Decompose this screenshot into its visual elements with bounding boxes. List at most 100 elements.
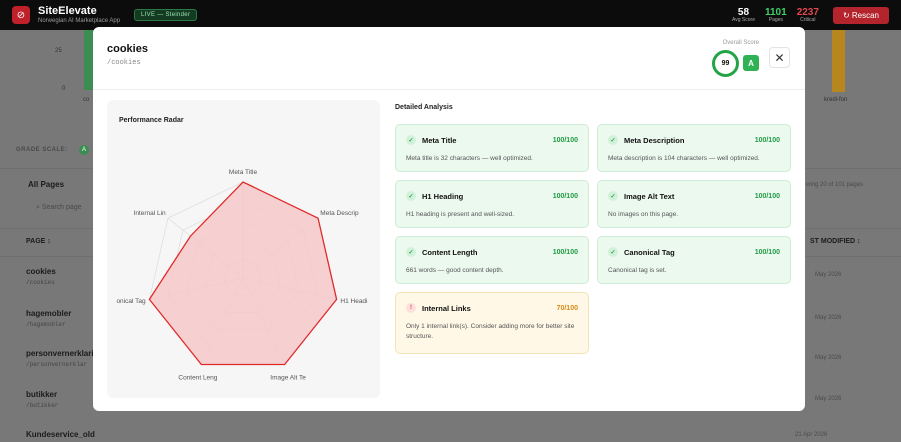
check-score: 100/100 [552, 248, 578, 256]
radar-axis-label: Meta Descrip [320, 210, 359, 217]
search-icon: ⌕ [36, 204, 42, 211]
overall-score-value: 99 [721, 60, 730, 67]
check-icon: ✓ [608, 247, 618, 257]
column-header-modified[interactable]: ST MODIFIED ↕ [810, 238, 861, 245]
pagination-summary: wing 20 of 101 pages [806, 182, 864, 188]
radar-series-area [148, 181, 338, 366]
rescan-button[interactable]: ↻ Rescan [832, 6, 889, 24]
row-page-name: hagemobler [26, 309, 72, 318]
column-header-page[interactable]: PAGE ↕ [26, 238, 51, 245]
live-status-badge: LIVE — Steinder [134, 9, 198, 21]
overall-score-label: Overall Score [722, 40, 759, 46]
check-card-content-length: ✓ Content Length 100/100 661 words — good … [395, 236, 589, 284]
app-topbar: ⊘ SiteElevate Norwegian AI Marketplace A… [0, 0, 901, 30]
check-title: H1 Heading [422, 191, 464, 201]
check-title: Meta Description [624, 135, 685, 145]
grade-badge: A [743, 55, 759, 71]
all-pages-title: All Pages [28, 180, 65, 189]
check-description: No images on this page. [608, 211, 679, 218]
check-title: Image Alt Text [624, 191, 675, 201]
check-icon: ✓ [406, 191, 416, 201]
check-title: Canonical Tag [624, 247, 675, 257]
check-description: Meta description is 104 characters — wel… [608, 155, 760, 162]
row-page-path: /butikker [26, 402, 59, 409]
check-score: 100/100 [754, 248, 780, 256]
detailed-analysis-title: Detailed Analysis [395, 104, 453, 111]
app-subtitle: Norwegian AI Marketplace App [38, 17, 121, 24]
grade-scale-label: GRADE SCALE: [16, 147, 68, 153]
stat-critical: 2237 Critical [796, 6, 819, 23]
overall-score-ring: 99 [712, 50, 739, 77]
row-date: 21 Apr 2026 [795, 432, 828, 438]
check-description: Canonical tag is set. [608, 267, 667, 274]
check-description: Meta title is 32 characters — well optim… [406, 155, 533, 162]
refresh-icon: ↻ [842, 10, 850, 20]
modal-header: cookies /cookies Overall Score 99 A ✕ [93, 27, 805, 90]
row-page-name: butikker [26, 390, 58, 399]
row-page-path: /cookies [26, 279, 55, 286]
check-description: 661 words — good content depth. [406, 267, 504, 274]
stat-pages: 1101 Pages [764, 6, 787, 23]
rescan-label: Rescan [851, 10, 879, 20]
grade-scale-a: A [79, 145, 89, 155]
row-date: May 2026 [815, 272, 842, 278]
radar-axis-label: Content Leng [178, 375, 217, 382]
check-description: Only 1 internal link(s). Consider adding… [406, 323, 575, 341]
check-card-meta-title: ✓ Meta Title 100/100 Meta title is 32 char… [395, 124, 589, 172]
close-icon: ✕ [774, 50, 785, 65]
check-title: Content Length [422, 247, 478, 257]
search-input[interactable]: ⌕ Search page [36, 204, 82, 212]
stat-label: Critical [800, 16, 816, 23]
stat-value: 2237 [796, 6, 819, 18]
check-score: 70/100 [556, 304, 578, 312]
stat-value: 1101 [764, 6, 787, 18]
check-description: H1 heading is present and well-sized. [406, 211, 515, 218]
stat-value: 58 [737, 6, 750, 18]
row-page-path: /hagemobler [26, 321, 66, 328]
page-detail-modal: cookies /cookies Overall Score 99 A ✕ Pe… [93, 27, 805, 411]
stat-avg-score: 58 Avg Score [732, 6, 755, 23]
modal-body: Performance Radar Meta Title Meta Descrip… [93, 90, 805, 411]
check-title: Meta Title [422, 135, 457, 145]
radar-panel: Performance Radar Meta Title Meta Descrip… [107, 100, 380, 398]
chart-bar [832, 30, 845, 92]
check-icon: ✓ [406, 135, 416, 145]
row-date: May 2026 [815, 355, 842, 361]
check-icon: ✓ [608, 135, 618, 145]
axis-tick-25: 25 [55, 48, 62, 54]
warning-icon: ! [406, 303, 416, 313]
check-score: 100/100 [754, 136, 780, 144]
radar-chart: Meta Title Meta Descrip H1 Headi Image Alt … [116, 169, 367, 382]
chart-right-label: kredi-fon [824, 97, 848, 103]
check-icon: ✓ [608, 191, 618, 201]
check-score: 100/100 [552, 136, 578, 144]
row-page-name: personvernerklari [26, 349, 94, 358]
check-card-h1-heading: ✓ H1 Heading 100/100 H1 heading is present… [395, 180, 589, 228]
check-title: Internal Links [422, 303, 471, 313]
brand: SiteElevate Norwegian AI Marketplace App [38, 6, 120, 24]
chart-left-label: co [83, 97, 90, 103]
row-page-name: Kundeservice_old [26, 430, 95, 439]
check-card-internal-links: ! Internal Links 70/100 Only 1 internal li… [395, 292, 589, 354]
check-score: 100/100 [552, 192, 578, 200]
row-page-path: /personvernerklar [26, 361, 88, 368]
check-icon: ✓ [406, 247, 416, 257]
stat-label: Avg Score [732, 16, 755, 23]
logo-icon: ⊘ [12, 6, 30, 24]
page-title: cookies [107, 43, 148, 55]
check-score: 100/100 [754, 192, 780, 200]
radar-axis-label: onical Tag [116, 298, 146, 305]
app-name: SiteElevate [38, 5, 97, 18]
page-path: /cookies [107, 59, 141, 67]
stats-group: 58 Avg Score 1101 Pages 2237 Critical [732, 6, 819, 23]
radar-axis-label: Image Alt Te [270, 375, 306, 382]
check-card-image-alt-text: ✓ Image Alt Text 100/100 No images on this… [597, 180, 791, 228]
radar-axis-label: Internal Lin [134, 210, 167, 217]
radar-axis-label: Meta Title [229, 169, 258, 176]
row-date: May 2026 [815, 315, 842, 321]
close-button[interactable]: ✕ [769, 47, 790, 68]
radar-axis-label: H1 Headi [340, 298, 367, 305]
axis-tick-0: 0 [62, 86, 66, 92]
check-card-meta-description: ✓ Meta Description 100/100 Meta descriptio… [597, 124, 791, 172]
radar-title: Performance Radar [119, 117, 184, 124]
